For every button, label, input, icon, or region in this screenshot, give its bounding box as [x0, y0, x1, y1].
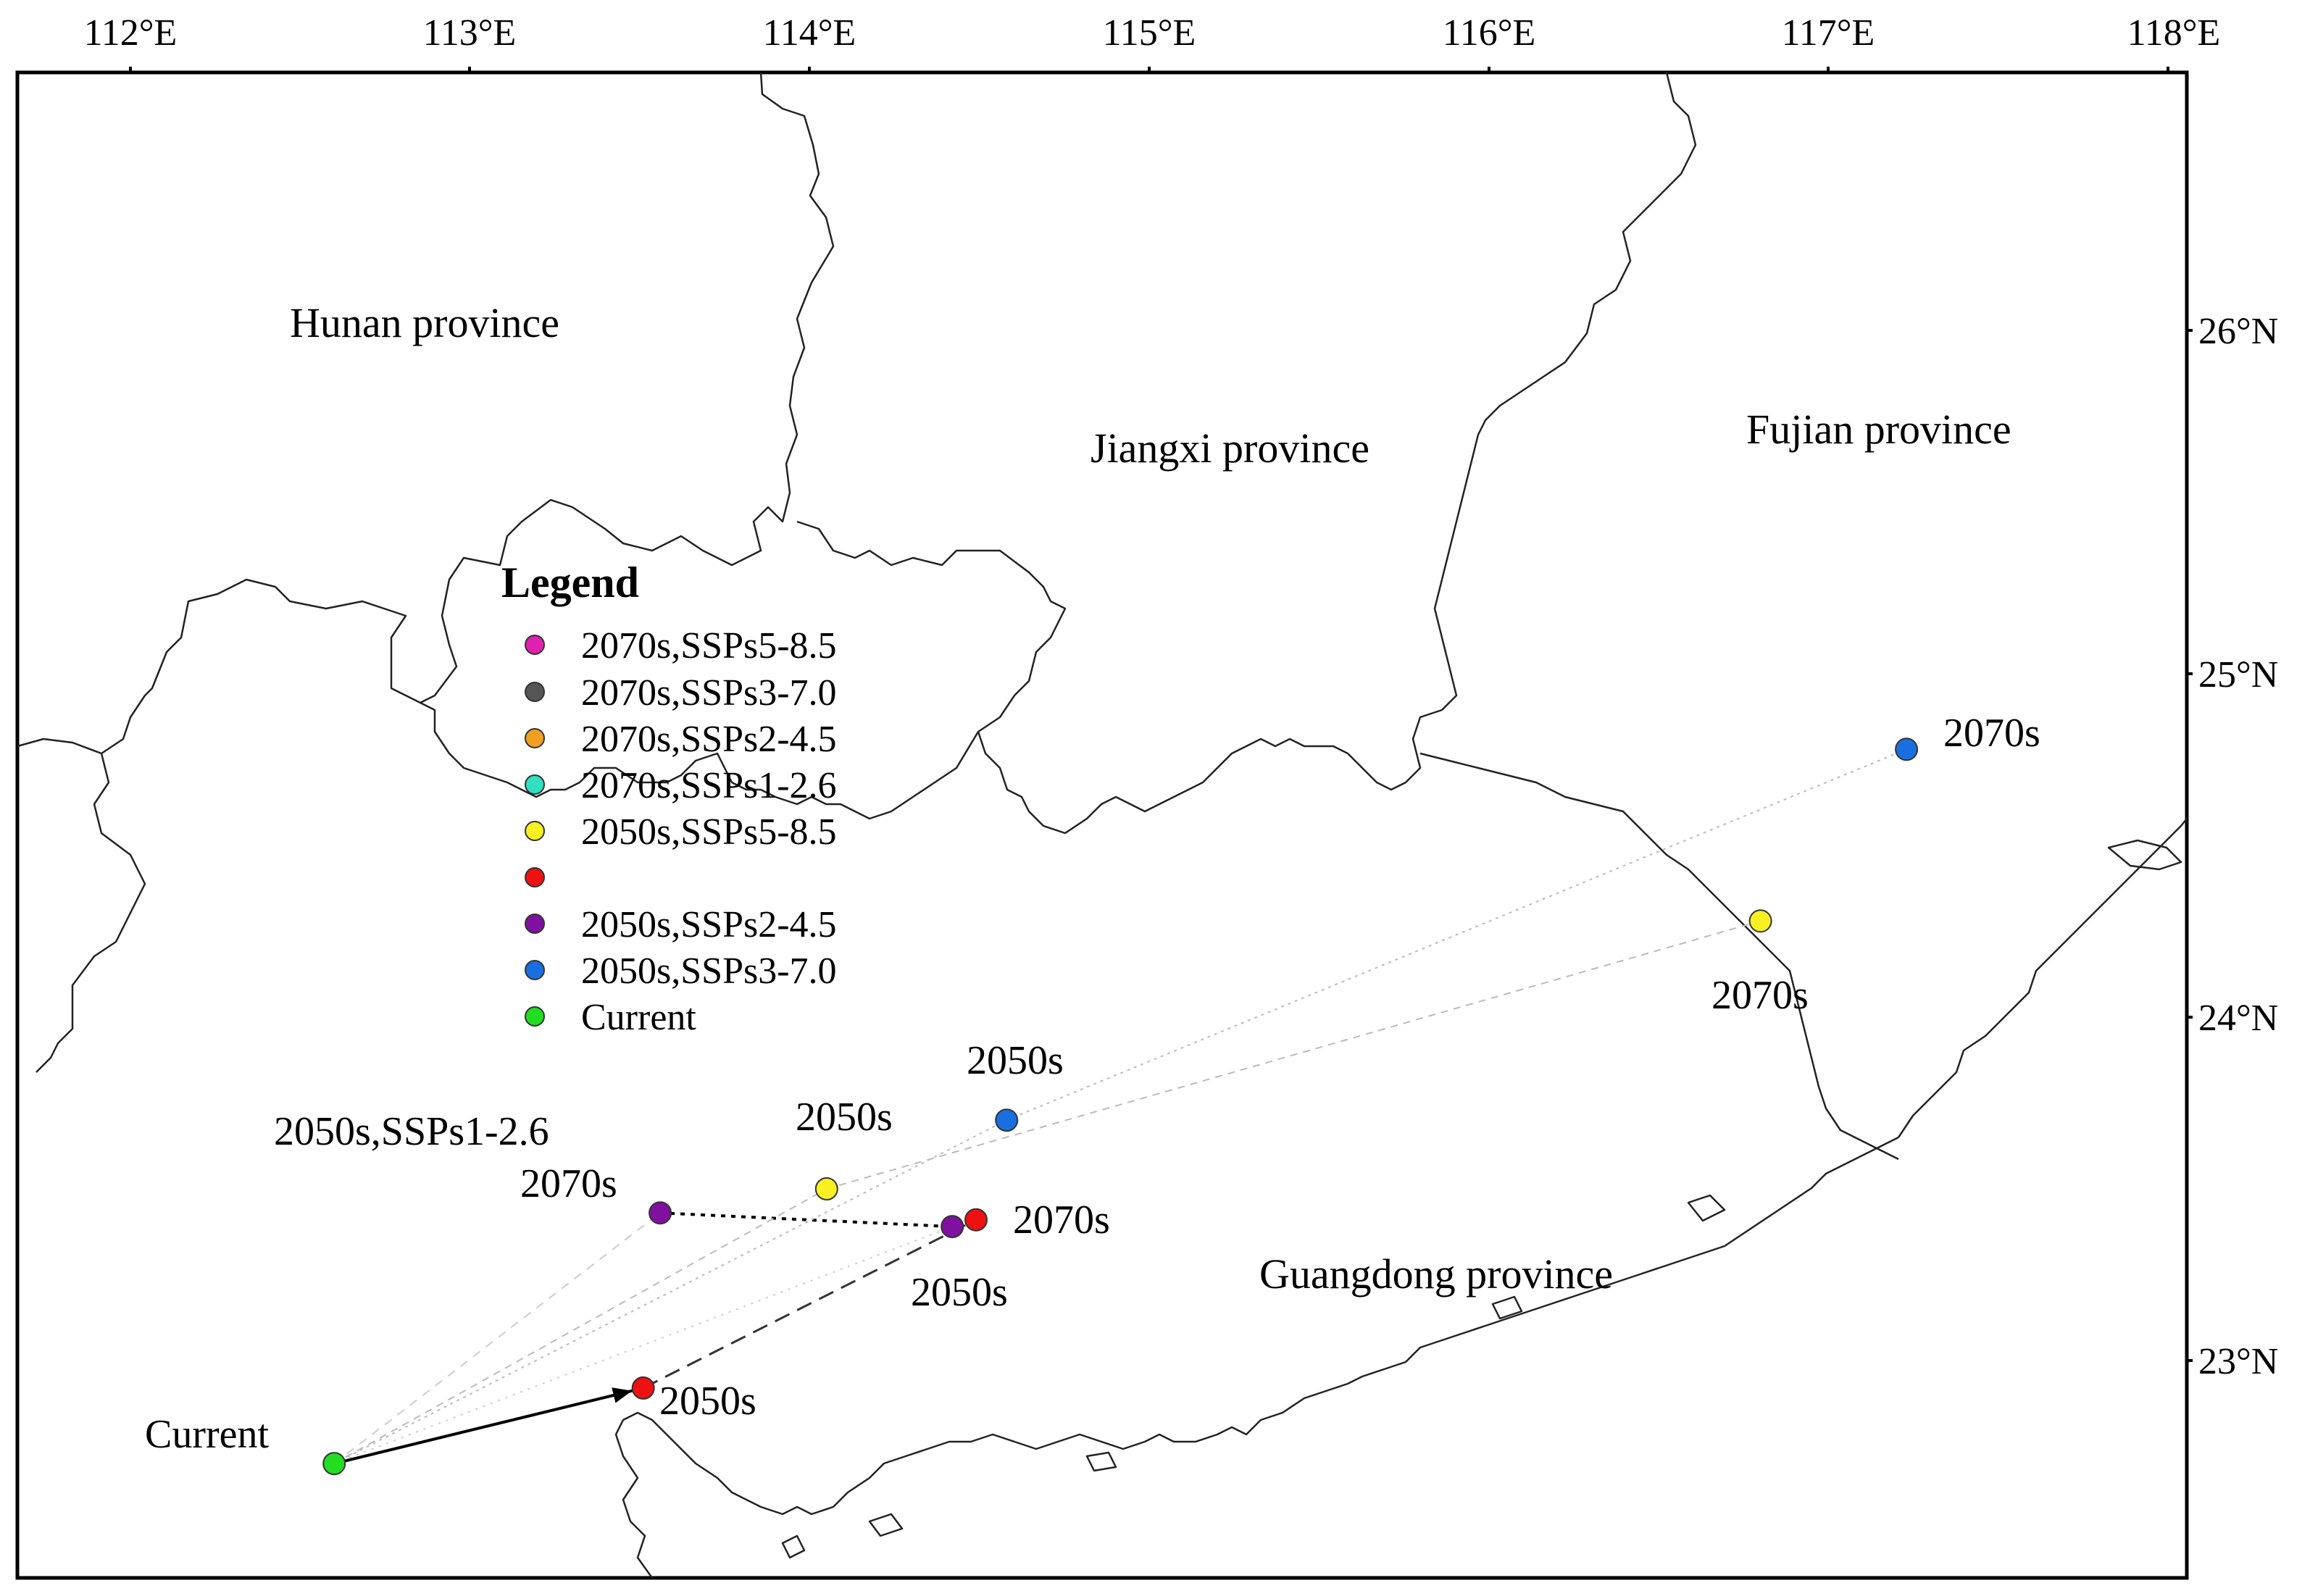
legend-swatch [525, 774, 545, 795]
point-label-yellow-2050s: 2050s [796, 1095, 893, 1140]
point-label-blue-2070s: 2070s [1943, 711, 2040, 756]
jiangxi-fujian-border [977, 72, 1697, 835]
shift-line-yellow [826, 920, 1761, 1190]
tick-label-right: 24°N [2198, 998, 2278, 1039]
island-outline [2107, 839, 2182, 871]
legend-swatch [525, 821, 545, 841]
shift-line-current-to-yellow-2050s [333, 1188, 827, 1465]
legend-label: 2050s,SSPs3-7.0 [581, 951, 837, 992]
legend-label: 2070s,SSPs2-4.5 [581, 719, 837, 760]
island-outline [1687, 1194, 1726, 1222]
legend-swatch [525, 635, 545, 655]
map-frame [15, 70, 2189, 1580]
legend-label: 2070s,SSPs3-7.0 [581, 672, 837, 714]
shift-line-purple [660, 1211, 953, 1229]
jiangxi-guangdong-border [420, 520, 1067, 820]
island-outline [868, 1513, 904, 1537]
province-label-guangdong: Guangdong province [1259, 1250, 1613, 1298]
point-label-yellow-2070s: 2070s [1711, 973, 1809, 1018]
point-label-purple-2050s: 2050s [911, 1270, 1008, 1315]
tick-label-top: 113°E [423, 12, 517, 54]
legend-swatch [525, 728, 545, 748]
centroid-yellow-2070s [1748, 909, 1772, 933]
fujian-guangdong-border [1419, 752, 1899, 1161]
legend-swatch [525, 682, 545, 702]
guangdong-coast [614, 1136, 1899, 1579]
centroid-shift-lines [333, 748, 1907, 1466]
arrow-head [612, 1387, 633, 1403]
fujian-coast [1897, 818, 2188, 1138]
island-outline [781, 1534, 806, 1559]
hunan-jiangxi-border [36, 72, 835, 1073]
tick-label-top: 116°E [1443, 12, 1536, 54]
point-label-purple-2070s: 2070s [520, 1161, 617, 1206]
hunan-guangdong-border [17, 738, 102, 755]
point-label-blue-2050s: 2050s [967, 1038, 1064, 1083]
legend-label: 2050s,SSPs5-8.5 [581, 811, 837, 853]
legend-label: 2070s,SSPs5-8.5 [581, 625, 837, 667]
legend-swatch [525, 1006, 545, 1027]
centroid-blue-2070s [1895, 738, 1919, 761]
tick-label-right: 25°N [2198, 654, 2278, 695]
tick-label-top: 118°E [2127, 12, 2221, 54]
centroid-red-2070s [964, 1208, 988, 1232]
tick-label-right: 23°N [2198, 1341, 2278, 1382]
tick-label-top: 112°E [84, 12, 178, 54]
province-borders [17, 72, 1899, 1161]
tick-label-top: 115°E [1103, 12, 1196, 54]
legend-label: 2050s,SSPs2-4.5 [581, 904, 837, 945]
province-label-fujian: Fujian province [1746, 406, 2011, 453]
legend-swatch [525, 960, 545, 980]
province-label-jiangxi: Jiangxi province [1091, 425, 1369, 472]
centroid-red-2050s [631, 1376, 655, 1400]
centroid-blue-2050s [995, 1108, 1019, 1132]
legend-swatch [525, 867, 545, 887]
point-label-red-2050s: 2050s [659, 1379, 756, 1424]
centroid-purple-2050s [941, 1215, 964, 1239]
shift-line-current-to-2050s [333, 1386, 644, 1466]
coastline [614, 818, 2188, 1579]
shift-line-blue [1006, 748, 1907, 1121]
point-label-red-2070s: 2070s [1013, 1198, 1110, 1242]
right-axis: 26°N 25°N 24°N 23°N [2187, 311, 2278, 1382]
centroid-purple-2070s [649, 1201, 672, 1225]
shift-line-current-to-blue-2050s [333, 1119, 1007, 1465]
tick-label-top: 114°E [763, 12, 856, 54]
centroid-current [322, 1452, 346, 1476]
shift-line-current-to-purple-2050s [333, 1226, 953, 1465]
legend: Legend 2070s,SSPs5-8.5 2070s,SSPs3-7.0 2… [501, 559, 837, 1038]
tick-label-top: 117°E [1782, 12, 1875, 54]
island-outline [1491, 1295, 1523, 1320]
legend-label: 2070s,SSPs1-2.6 [581, 765, 837, 806]
shift-line-2050s-to-2070s [643, 1219, 977, 1390]
centroid-labels: Current 2050s 2070s 2050s 2070s 2050s 20… [145, 711, 2040, 1457]
point-label-current: Current [145, 1412, 270, 1457]
top-axis: 112°E 113°E 114°E 115°E 116°E 117°E 118°… [84, 12, 2221, 72]
annotation-ssp126: 2050s,SSPs1-2.6 [274, 1109, 549, 1154]
centroid-yellow-2050s [814, 1177, 838, 1200]
tick-label-right: 26°N [2198, 311, 2278, 352]
province-labels: Hunan province Jiangxi province Fujian p… [290, 299, 2011, 1298]
centroid-markers [322, 738, 1919, 1476]
legend-label: Current [581, 997, 696, 1038]
legend-swatch [525, 914, 545, 934]
legend-title: Legend [501, 559, 639, 606]
province-label-hunan: Hunan province [290, 299, 559, 346]
shift-line-current-to-purple-2070s [333, 1212, 661, 1464]
island-outline [1085, 1451, 1117, 1472]
